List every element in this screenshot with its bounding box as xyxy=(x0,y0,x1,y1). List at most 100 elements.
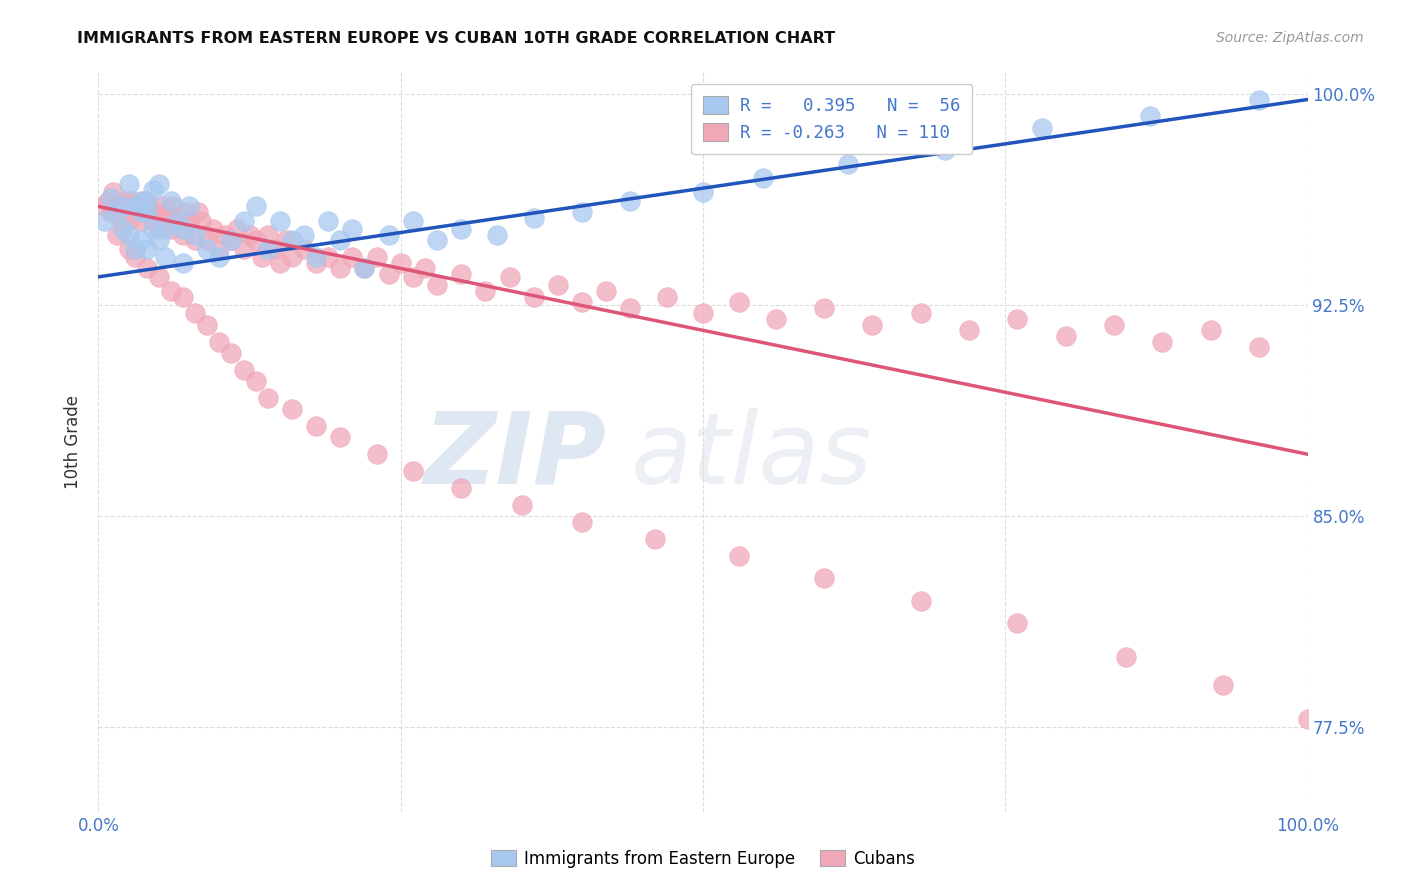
Point xyxy=(221,346,243,360)
Point xyxy=(1102,318,1125,332)
Point xyxy=(256,242,278,256)
Point xyxy=(263,242,285,256)
Point xyxy=(121,194,143,208)
Point xyxy=(153,250,176,264)
Point xyxy=(486,227,509,242)
Point xyxy=(195,318,218,332)
Point xyxy=(118,242,141,256)
Point xyxy=(148,177,170,191)
Point xyxy=(114,194,136,208)
Point xyxy=(547,278,569,293)
Point xyxy=(474,284,496,298)
Point xyxy=(153,211,176,225)
Point xyxy=(111,199,134,213)
Point xyxy=(142,222,165,236)
Point xyxy=(221,233,243,247)
Point xyxy=(765,312,787,326)
Point xyxy=(124,250,146,264)
Point xyxy=(135,261,157,276)
Point xyxy=(342,222,364,236)
Point xyxy=(153,222,176,236)
Point xyxy=(910,306,932,320)
Point xyxy=(135,242,157,256)
Point xyxy=(510,498,533,512)
Point xyxy=(377,267,399,281)
Point xyxy=(523,289,546,303)
Point xyxy=(910,593,932,607)
Point xyxy=(256,391,278,405)
Point xyxy=(160,194,183,208)
Point xyxy=(353,261,375,276)
Point xyxy=(269,213,291,227)
Point xyxy=(111,222,134,236)
Point xyxy=(692,186,714,200)
Point xyxy=(105,205,128,219)
Point xyxy=(135,205,157,219)
Point xyxy=(366,250,388,264)
Point xyxy=(172,256,194,270)
Point xyxy=(208,334,231,349)
Point xyxy=(498,269,520,284)
Point xyxy=(402,464,425,478)
Point xyxy=(148,269,170,284)
Point xyxy=(813,301,835,315)
Point xyxy=(1152,334,1174,349)
Point xyxy=(571,515,593,529)
Point xyxy=(245,233,267,247)
Point xyxy=(93,199,115,213)
Point xyxy=(728,549,751,563)
Point xyxy=(426,278,449,293)
Point xyxy=(108,211,131,225)
Point xyxy=(377,227,399,242)
Point xyxy=(619,194,641,208)
Point xyxy=(752,171,775,186)
Point xyxy=(353,261,375,276)
Point xyxy=(172,227,194,242)
Point xyxy=(619,301,641,315)
Point xyxy=(655,289,678,303)
Point xyxy=(142,213,165,227)
Point xyxy=(1212,678,1234,692)
Point xyxy=(138,199,160,213)
Point xyxy=(281,250,304,264)
Point xyxy=(190,213,212,227)
Point xyxy=(142,183,165,197)
Point xyxy=(145,205,167,219)
Point xyxy=(316,213,339,227)
Point xyxy=(692,306,714,320)
Point xyxy=(148,233,170,247)
Point xyxy=(239,227,262,242)
Point xyxy=(232,213,254,227)
Point xyxy=(214,227,236,242)
Point xyxy=(957,323,980,337)
Point xyxy=(162,199,184,213)
Point xyxy=(184,233,207,247)
Point xyxy=(148,222,170,236)
Point xyxy=(172,222,194,236)
Point xyxy=(269,256,291,270)
Point xyxy=(1115,649,1137,664)
Text: Source: ZipAtlas.com: Source: ZipAtlas.com xyxy=(1216,31,1364,45)
Point xyxy=(281,233,304,247)
Point xyxy=(245,199,267,213)
Point xyxy=(571,295,593,310)
Point xyxy=(160,222,183,236)
Point xyxy=(195,242,218,256)
Text: ZIP: ZIP xyxy=(423,408,606,505)
Legend: R =   0.395   N =  56, R = -0.263   N = 110: R = 0.395 N = 56, R = -0.263 N = 110 xyxy=(692,84,973,154)
Point xyxy=(166,213,188,227)
Point xyxy=(571,205,593,219)
Point xyxy=(523,211,546,225)
Point xyxy=(129,233,152,247)
Point xyxy=(129,213,152,227)
Point xyxy=(150,199,173,213)
Point xyxy=(256,227,278,242)
Point xyxy=(208,250,231,264)
Point xyxy=(292,242,315,256)
Point xyxy=(135,194,157,208)
Point xyxy=(245,374,267,388)
Point xyxy=(187,205,209,219)
Point xyxy=(232,242,254,256)
Point xyxy=(450,481,472,495)
Point xyxy=(202,222,225,236)
